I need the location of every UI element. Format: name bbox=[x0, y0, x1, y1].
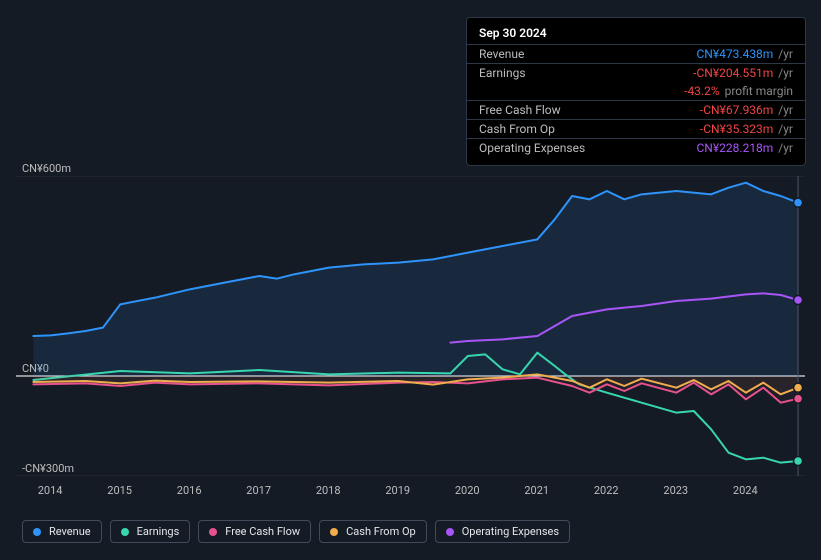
tooltip-date: Sep 30 2024 bbox=[467, 26, 805, 44]
chart-tooltip: Sep 30 2024 RevenueCN¥473.438m /yrEarnin… bbox=[466, 17, 806, 166]
tooltip-unit: /yr bbox=[775, 122, 793, 136]
tooltip-label: Cash From Op bbox=[479, 122, 555, 136]
x-axis-label: 2015 bbox=[107, 484, 132, 497]
legend-label: Revenue bbox=[49, 525, 91, 538]
x-axis-label: 2017 bbox=[246, 484, 271, 497]
tooltip-row: Earnings -CN¥204.551m /yr bbox=[467, 63, 805, 82]
x-axis-label: 2024 bbox=[733, 484, 758, 497]
legend-dot-icon bbox=[330, 528, 338, 536]
tooltip-label: Revenue bbox=[479, 47, 524, 61]
tooltip-label: Free Cash Flow bbox=[479, 103, 561, 117]
legend-label: Earnings bbox=[137, 525, 180, 538]
x-axis-label: 2021 bbox=[524, 484, 549, 497]
x-axis-label: 2020 bbox=[455, 484, 480, 497]
tooltip-row: Cash From Op -CN¥35.323m /yr bbox=[467, 119, 805, 138]
legend-dot-icon bbox=[209, 528, 217, 536]
legend-dot-icon bbox=[446, 528, 454, 536]
legend-dot-icon bbox=[33, 528, 41, 536]
tooltip-extra: profit margin bbox=[722, 84, 793, 98]
x-axis-label: 2022 bbox=[594, 484, 619, 497]
tooltip-value: CN¥228.218m bbox=[697, 141, 774, 155]
x-axis-label: 2018 bbox=[316, 484, 341, 497]
x-axis-label: 2014 bbox=[38, 484, 63, 497]
chart-legend: Revenue Earnings Free Cash Flow Cash From O… bbox=[22, 520, 570, 543]
tooltip-label: Earnings bbox=[479, 66, 526, 80]
legend-label: Free Cash Flow bbox=[225, 525, 300, 538]
tooltip-value: CN¥473.438m bbox=[697, 47, 774, 61]
y-axis-label: CN¥600m bbox=[22, 162, 71, 175]
tooltip-value: -CN¥67.936m bbox=[700, 103, 773, 117]
tooltip-row: -43.2% profit margin bbox=[467, 82, 805, 100]
legend-item-free-cash-flow[interactable]: Free Cash Flow bbox=[198, 520, 311, 543]
financials-line-chart bbox=[16, 176, 805, 476]
legend-item-earnings[interactable]: Earnings bbox=[110, 520, 191, 543]
legend-item-operating-expenses[interactable]: Operating Expenses bbox=[435, 520, 570, 543]
x-axis-label: 2019 bbox=[385, 484, 410, 497]
tooltip-row: Free Cash Flow -CN¥67.936m /yr bbox=[467, 100, 805, 119]
tooltip-unit: /yr bbox=[775, 66, 793, 80]
x-axis-label: 2023 bbox=[663, 484, 688, 497]
tooltip-value: -CN¥35.323m bbox=[700, 122, 773, 136]
legend-label: Cash From Op bbox=[346, 525, 416, 538]
legend-item-cash-from-op[interactable]: Cash From Op bbox=[319, 520, 427, 543]
tooltip-value: -43.2% bbox=[684, 84, 720, 98]
legend-item-revenue[interactable]: Revenue bbox=[22, 520, 102, 543]
tooltip-value: -CN¥204.551m bbox=[693, 66, 773, 80]
legend-label: Operating Expenses bbox=[462, 525, 559, 538]
tooltip-unit: /yr bbox=[775, 47, 793, 61]
tooltip-unit: /yr bbox=[775, 103, 793, 117]
tooltip-row: Operating Expenses CN¥228.218m /yr bbox=[467, 138, 805, 157]
legend-dot-icon bbox=[121, 528, 129, 536]
x-axis-label: 2016 bbox=[177, 484, 202, 497]
tooltip-unit: /yr bbox=[775, 141, 793, 155]
tooltip-label: Operating Expenses bbox=[479, 141, 585, 155]
tooltip-row: Revenue CN¥473.438m /yr bbox=[467, 44, 805, 63]
